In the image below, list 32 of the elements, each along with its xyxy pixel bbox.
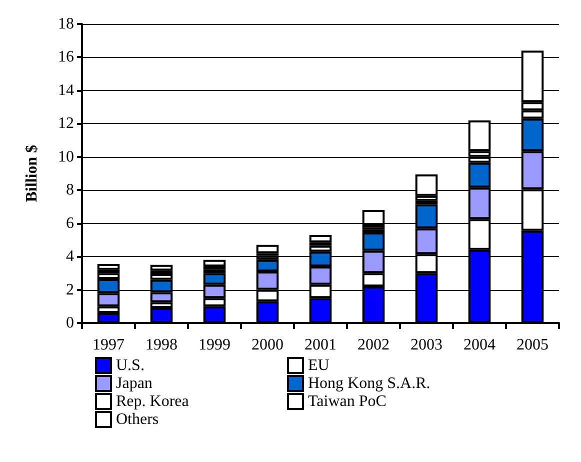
y-tick-label: 16 <box>58 48 74 66</box>
legend-label: Taiwan PoC <box>308 393 386 410</box>
y-tick-label: 8 <box>66 182 74 199</box>
y-tick-label: 2 <box>66 281 74 298</box>
y-axis-title: Billion $ <box>24 144 40 202</box>
x-tick-label: 2003 <box>410 336 442 354</box>
legend-label: Rep. Korea <box>116 393 189 410</box>
y-tick-label: 10 <box>58 148 74 166</box>
legend-label: Hong Kong S.A.R. <box>308 375 430 392</box>
x-tick-label: 2004 <box>464 336 496 354</box>
bar <box>256 244 279 254</box>
bar <box>150 264 173 271</box>
legend-label: Japan <box>116 375 152 392</box>
x-tick-label: 2002 <box>358 336 390 354</box>
legend-label: Others <box>116 411 159 428</box>
x-tick-label: 1997 <box>92 336 124 354</box>
y-tick-label: 0 <box>66 314 74 332</box>
y-tick-label: 14 <box>58 82 74 99</box>
y-tick-label: 12 <box>58 115 74 132</box>
bar <box>97 264 120 270</box>
bar <box>203 260 226 267</box>
x-tick-label: 2000 <box>252 336 284 354</box>
y-tick-label: 4 <box>66 248 74 266</box>
y-tick-label: 18 <box>58 16 74 32</box>
bar <box>309 234 332 242</box>
x-tick-label: 1998 <box>146 336 178 354</box>
legend-label: EU <box>308 357 330 374</box>
legend-label: U.S. <box>116 357 144 374</box>
x-tick-label: 2001 <box>304 336 336 354</box>
x-tick-label: 2005 <box>516 336 548 354</box>
y-tick-label: 6 <box>66 214 74 232</box>
x-tick-label: 1999 <box>198 336 230 354</box>
